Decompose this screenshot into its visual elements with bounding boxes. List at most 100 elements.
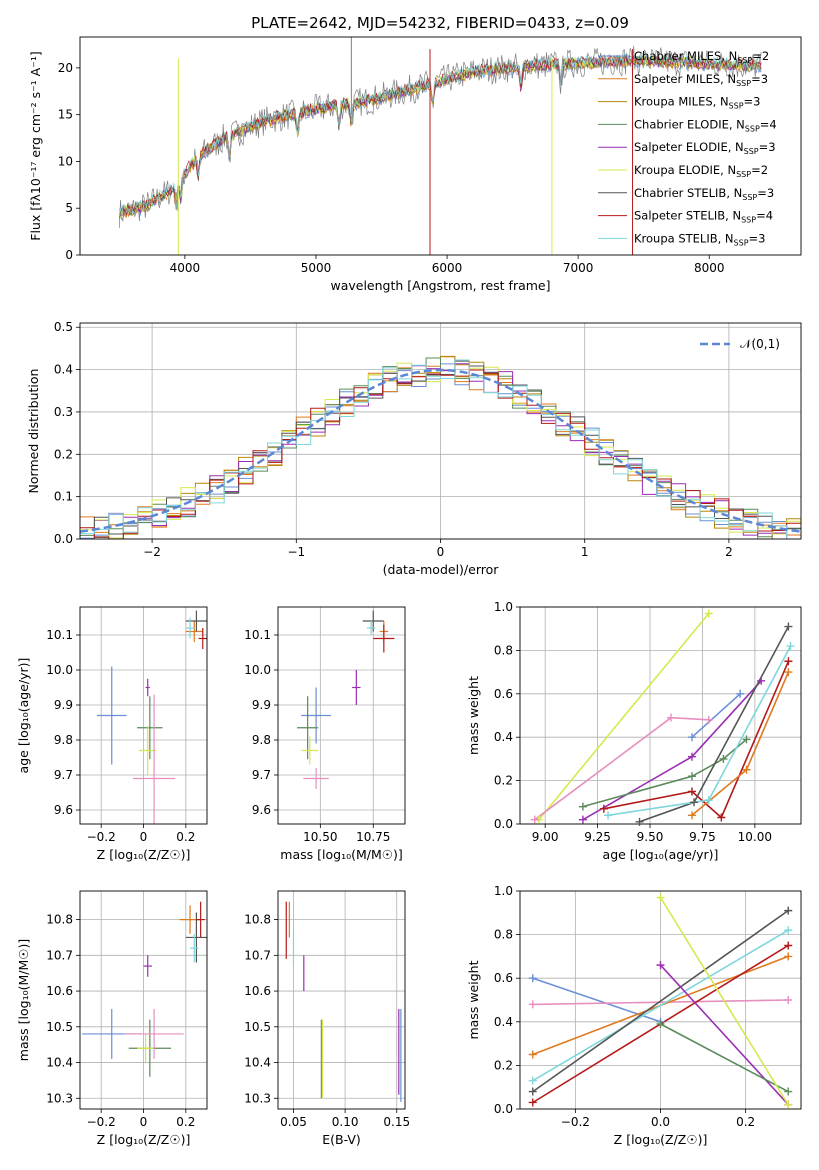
x-tick-label: −1 — [287, 545, 305, 559]
series-marker — [784, 926, 793, 935]
y-tick-label: 9.8 — [54, 733, 73, 747]
series-marker — [717, 813, 726, 822]
series-marker — [656, 893, 665, 902]
series-line-8 — [659, 897, 789, 1106]
x-tick-label: 0.15 — [383, 1115, 410, 1129]
legend-entry: Salpeter ELODIE, NSSP=3 — [634, 140, 776, 156]
series-marker — [656, 961, 665, 970]
series-marker — [784, 657, 793, 666]
y-tick-label: 10.0 — [244, 663, 271, 677]
y-tick-label: 10.4 — [46, 1056, 73, 1070]
chart-spectrum: 4000 5000 6000 7000 8000 0 5 10 15 20 wavelength [… — [28, 36, 802, 293]
x-tick-label: −0.2 — [561, 1115, 590, 1129]
series-marker — [687, 733, 696, 742]
legend-entry: Chabrier ELODIE, NSSP=4 — [634, 117, 777, 133]
series-line-0 — [538, 612, 710, 821]
series-marker — [704, 609, 713, 618]
series-marker — [690, 798, 699, 807]
series-marker — [528, 1087, 537, 1096]
y-tick-label: 0.8 — [494, 643, 513, 657]
y-tick-label: 10.0 — [46, 663, 73, 677]
legend-entry: Kroupa ELODIE, NSSP=2 — [634, 163, 768, 179]
series-line-4 — [603, 660, 790, 819]
series-marker — [687, 811, 696, 820]
y-tick-label: 9.8 — [252, 733, 271, 747]
series-marker — [528, 1076, 537, 1085]
y-tick-label: 0.0 — [494, 817, 513, 831]
series-line-8 — [691, 693, 741, 738]
x-tick-label: 4000 — [170, 261, 201, 275]
series-marker — [742, 735, 751, 744]
x-tick-label: 2 — [725, 545, 733, 559]
y-tick-label: 9.6 — [252, 803, 271, 817]
series-marker — [784, 952, 793, 961]
y-tick-label: 0.4 — [494, 1015, 513, 1029]
legend: Chabrier MILES, NSSP=2 Salpeter MILES, NS… — [598, 49, 777, 247]
y-tick-label: 0.0 — [494, 1102, 513, 1116]
series-marker — [786, 642, 795, 651]
x-axis-label: wavelength [Angstrom, rest frame] — [330, 278, 550, 293]
y-tick-label: 10.3 — [244, 1091, 271, 1105]
chart-residuals: −2 −1 0 1 2 0.0 0.1 0.2 0.3 0.4 0.5 (data-model)/er… — [26, 320, 802, 577]
series-marker — [687, 787, 696, 796]
x-tick-label: 0 — [437, 545, 445, 559]
axes-frame — [277, 606, 406, 825]
y-axis-label: mass weight — [466, 676, 481, 755]
series-marker — [704, 715, 713, 724]
series-marker — [599, 804, 608, 813]
plot-area-mass_vs_ebv — [285, 901, 402, 1102]
y-tick-label: 0.2 — [54, 447, 73, 461]
y-tick-label: 0.4 — [494, 730, 513, 744]
series-line-6 — [659, 964, 789, 1106]
series-marker — [784, 941, 793, 950]
y-tick-label: 0.4 — [54, 363, 73, 377]
y-axis-label: age [log₁₀(age/yr)] — [16, 658, 31, 774]
axes-frame — [79, 36, 802, 256]
y-tick-label: 10.6 — [244, 984, 271, 998]
series-marker — [784, 1100, 793, 1109]
x-axis-label: Z [log₁₀(Z/Z☉)] — [97, 1132, 191, 1147]
x-axis-label: Z [log₁₀(Z/Z☉)] — [97, 847, 191, 862]
series-marker — [528, 1050, 537, 1059]
series-marker — [784, 996, 793, 1004]
y-tick-label: 10.7 — [244, 948, 271, 962]
y-tick-label: 9.7 — [54, 768, 73, 782]
x-axis-label: mass [log₁₀(M/M☉)] — [280, 847, 402, 862]
series-line-7 — [660, 1023, 789, 1093]
y-tick-label: 9.9 — [54, 698, 73, 712]
axes-frame — [79, 322, 802, 540]
x-tick-label: 0.05 — [280, 1115, 307, 1129]
legend-entry: Salpeter STELIB, NSSP=4 — [634, 209, 773, 225]
y-tick-label: 1.0 — [494, 600, 513, 614]
y-tick-label: 0.5 — [54, 320, 73, 334]
plot-area-mw_vs_Z — [532, 897, 789, 1106]
chart-mass_vs_Z: −0.2 0 0.2 10.3 10.4 10.5 10.6 10.7 10.8 Z [log₁₀… — [16, 890, 208, 1147]
x-tick-label: 9.25 — [584, 830, 611, 844]
y-tick-label: 10.5 — [46, 1020, 73, 1034]
y-tick-label: 0.2 — [494, 774, 513, 788]
plot-area-age_vs_Z — [96, 610, 207, 824]
y-tick-label: 10.6 — [46, 984, 73, 998]
x-tick-label: 9.50 — [637, 830, 664, 844]
axes-frame — [79, 606, 208, 825]
x-tick-label: 0.10 — [332, 1115, 359, 1129]
x-tick-label: 0 — [140, 1115, 148, 1129]
y-tick-label: 0.2 — [494, 1058, 513, 1072]
gaussian-curve — [80, 368, 801, 533]
y-tick-label: 20 — [58, 61, 73, 75]
plot-area-age_vs_mass — [297, 610, 395, 789]
x-tick-label: 1 — [581, 545, 589, 559]
x-tick-label: 5000 — [301, 261, 332, 275]
series-line-1 — [532, 999, 789, 1006]
y-tick-label: 9.7 — [252, 768, 271, 782]
series-line-3 — [532, 929, 789, 1082]
axes-frame — [519, 890, 802, 1110]
series-marker — [528, 1000, 537, 1009]
legend-entry: 𝒩(0,1) — [740, 337, 780, 351]
series-marker — [784, 622, 793, 631]
y-tick-label: 10.1 — [244, 628, 271, 642]
x-tick-label: 6000 — [432, 261, 463, 275]
x-tick-label: 10.75 — [356, 830, 390, 844]
y-tick-label: 10.5 — [244, 1020, 271, 1034]
